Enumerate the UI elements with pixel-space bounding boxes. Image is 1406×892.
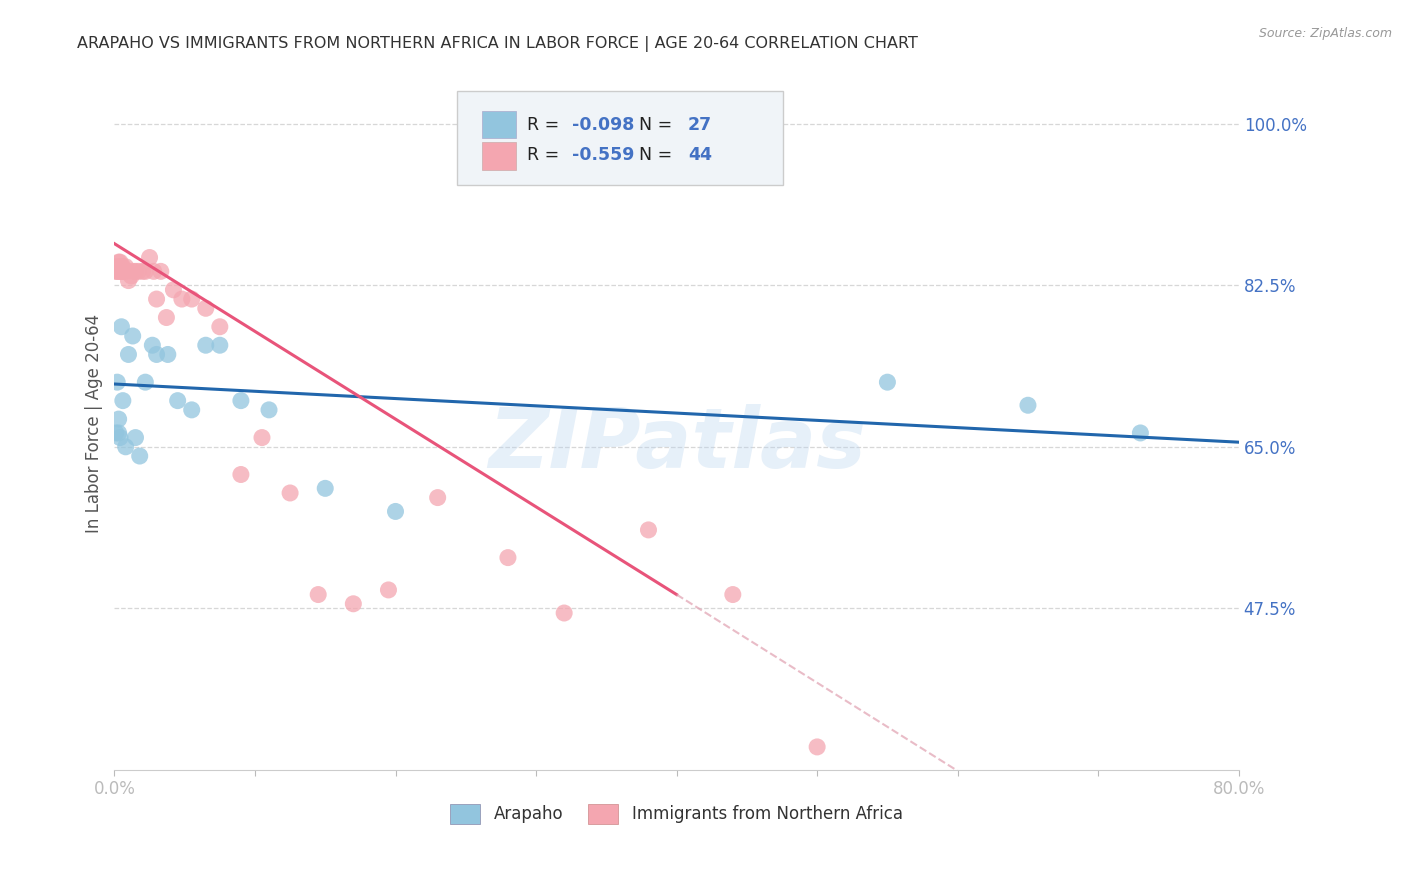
- Text: -0.098: -0.098: [572, 116, 634, 134]
- Bar: [482, 142, 516, 169]
- Point: [111, 264, 134, 278]
- Text: ZIPatlas: ZIPatlas: [488, 404, 866, 485]
- Point: [121, 329, 143, 343]
- Point: [121, 264, 143, 278]
- Point: [426, 491, 449, 505]
- Point: [108, 264, 131, 278]
- FancyBboxPatch shape: [457, 91, 783, 185]
- Point: [128, 449, 150, 463]
- Point: [1017, 398, 1039, 412]
- Point: [250, 431, 273, 445]
- Point: [314, 481, 336, 495]
- Point: [637, 523, 659, 537]
- Point: [278, 486, 301, 500]
- Point: [307, 588, 329, 602]
- Point: [105, 264, 128, 278]
- Point: [208, 319, 231, 334]
- Point: [138, 251, 160, 265]
- Text: Source: ZipAtlas.com: Source: ZipAtlas.com: [1258, 27, 1392, 40]
- Point: [194, 301, 217, 316]
- Point: [208, 338, 231, 352]
- Point: [377, 582, 399, 597]
- Point: [496, 550, 519, 565]
- Bar: [482, 111, 516, 138]
- Point: [110, 319, 132, 334]
- Point: [194, 338, 217, 352]
- Point: [180, 402, 202, 417]
- Y-axis label: In Labor Force | Age 20-64: In Labor Force | Age 20-64: [86, 314, 103, 533]
- Point: [111, 260, 134, 274]
- Text: 27: 27: [688, 116, 711, 134]
- Point: [1129, 425, 1152, 440]
- Point: [134, 264, 156, 278]
- Point: [124, 264, 146, 278]
- Point: [155, 310, 177, 325]
- Point: [108, 255, 131, 269]
- Point: [110, 260, 132, 274]
- Point: [180, 292, 202, 306]
- Point: [166, 393, 188, 408]
- Point: [162, 283, 184, 297]
- Point: [127, 264, 149, 278]
- Point: [104, 260, 127, 274]
- Point: [145, 292, 167, 306]
- Point: [114, 260, 136, 274]
- Point: [110, 264, 132, 278]
- Text: N =: N =: [640, 146, 678, 164]
- Point: [107, 425, 129, 440]
- Point: [104, 425, 127, 440]
- Point: [553, 606, 575, 620]
- Point: [105, 260, 128, 274]
- Point: [107, 264, 129, 278]
- Text: ARAPAHO VS IMMIGRANTS FROM NORTHERN AFRICA IN LABOR FORCE | AGE 20-64 CORRELATIO: ARAPAHO VS IMMIGRANTS FROM NORTHERN AFRI…: [77, 36, 918, 52]
- Text: 44: 44: [688, 146, 711, 164]
- Text: R =: R =: [527, 146, 565, 164]
- Text: R =: R =: [527, 116, 565, 134]
- Point: [117, 347, 139, 361]
- Point: [107, 255, 129, 269]
- Point: [104, 264, 127, 278]
- Point: [876, 375, 898, 389]
- Text: N =: N =: [640, 116, 678, 134]
- Point: [112, 264, 135, 278]
- Point: [134, 375, 156, 389]
- Point: [806, 739, 828, 754]
- Point: [342, 597, 364, 611]
- Point: [111, 393, 134, 408]
- Point: [229, 393, 252, 408]
- Point: [257, 402, 280, 417]
- Point: [721, 588, 744, 602]
- Point: [107, 412, 129, 426]
- Legend: Arapaho, Immigrants from Northern Africa: Arapaho, Immigrants from Northern Africa: [450, 804, 903, 824]
- Point: [149, 264, 172, 278]
- Point: [124, 431, 146, 445]
- Point: [105, 375, 128, 389]
- Point: [156, 347, 179, 361]
- Point: [120, 268, 142, 283]
- Point: [141, 338, 163, 352]
- Point: [115, 264, 138, 278]
- Point: [131, 264, 153, 278]
- Point: [114, 440, 136, 454]
- Point: [108, 431, 131, 445]
- Text: -0.559: -0.559: [572, 146, 634, 164]
- Point: [117, 274, 139, 288]
- Point: [145, 347, 167, 361]
- Point: [170, 292, 193, 306]
- Point: [142, 264, 165, 278]
- Point: [384, 504, 406, 518]
- Point: [229, 467, 252, 482]
